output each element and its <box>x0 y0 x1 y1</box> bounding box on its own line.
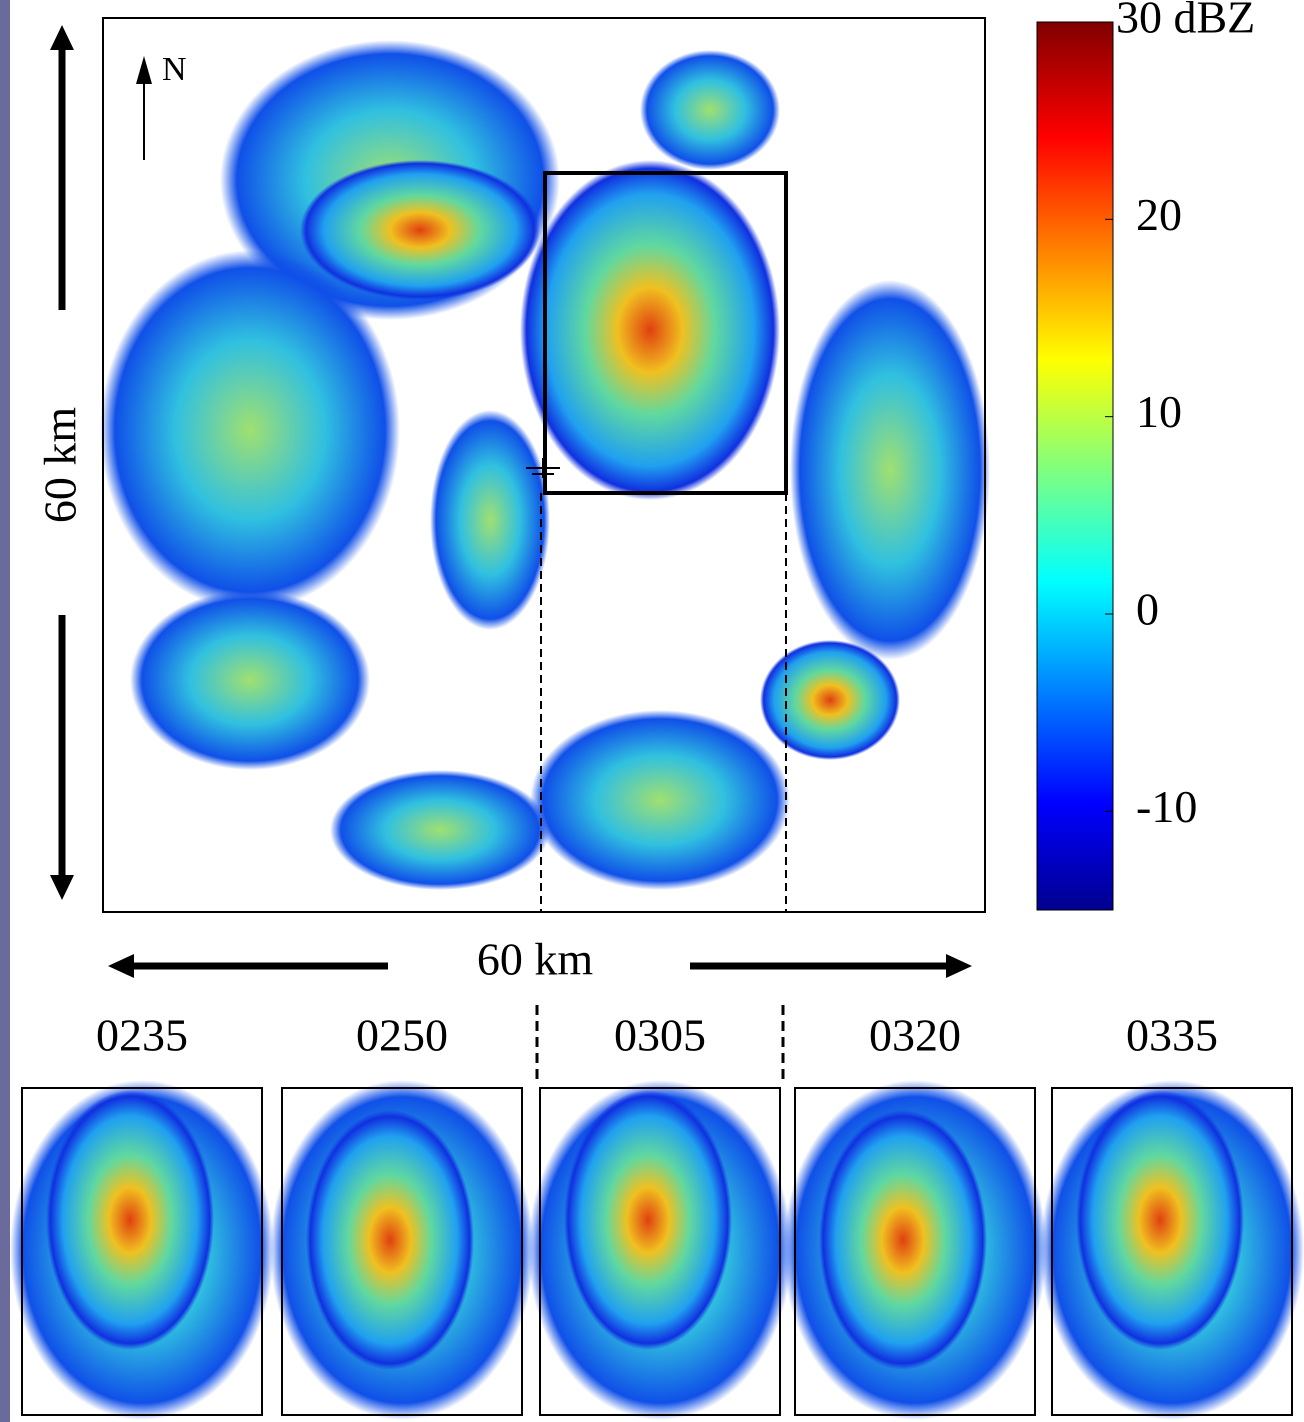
echo <box>530 710 790 890</box>
echo <box>300 160 540 300</box>
echo <box>100 250 400 610</box>
echo <box>640 50 780 170</box>
echo <box>130 590 370 770</box>
echo <box>430 410 550 630</box>
arrow-head <box>50 875 74 900</box>
panel-time: 0235 <box>96 1010 188 1061</box>
radar-map: N <box>100 17 990 913</box>
colorbar <box>1036 21 1114 911</box>
echo <box>819 1110 987 1370</box>
horizontal-scale: 60 km <box>477 934 594 985</box>
colorbar-tick-label: 30 dBZ <box>1116 0 1255 43</box>
panel-frame <box>539 1087 781 1416</box>
colorbar-tick-label: 10 <box>1136 386 1182 437</box>
panel-time: 0320 <box>869 1010 961 1061</box>
side-strip <box>0 0 10 1422</box>
colorbar-tick-label: 0 <box>1136 584 1159 635</box>
panel-frame <box>281 1087 523 1416</box>
vertical-scale: 60 km <box>35 407 86 524</box>
panel-frame <box>794 1087 1036 1416</box>
echo <box>330 770 550 890</box>
panel-frame <box>21 1087 263 1416</box>
arrow-head <box>50 25 74 50</box>
colorbar-tick-label: -10 <box>1136 781 1197 832</box>
echo <box>790 280 990 660</box>
map-frame <box>102 17 986 913</box>
north-label: N <box>162 51 187 88</box>
panel-time: 0335 <box>1126 1010 1218 1061</box>
zoom-box <box>543 171 788 495</box>
echo <box>46 1090 214 1350</box>
echo <box>564 1090 732 1350</box>
arrow-head <box>108 954 134 978</box>
echo <box>306 1110 474 1370</box>
scale-arrows: 60 km 60 km <box>35 25 972 985</box>
north-arrow-head <box>136 56 152 84</box>
echo <box>1076 1090 1244 1350</box>
panel-time: 0250 <box>356 1010 448 1061</box>
panel-frame <box>1051 1087 1293 1416</box>
arrow-head <box>946 954 972 978</box>
colorbar-tick-label: 20 <box>1136 189 1182 240</box>
echo <box>520 160 780 500</box>
radar-site <box>526 458 560 478</box>
panel-time: 0305 <box>614 1010 706 1061</box>
echo <box>760 640 900 760</box>
